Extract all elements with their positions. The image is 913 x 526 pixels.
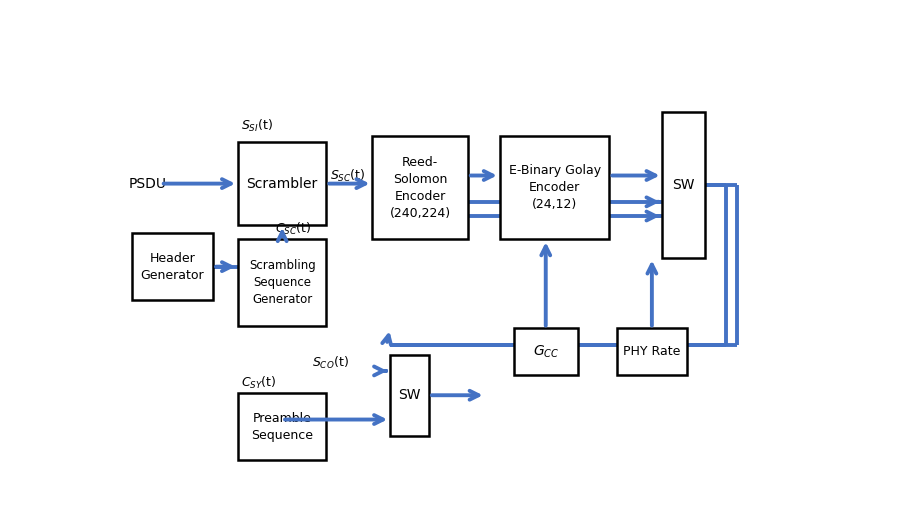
Text: Scrambling
Sequence
Generator: Scrambling Sequence Generator — [249, 259, 316, 306]
Text: $C_{SC}$(t): $C_{SC}$(t) — [275, 221, 311, 237]
FancyBboxPatch shape — [238, 142, 327, 225]
Text: $S_{SI}$(t): $S_{SI}$(t) — [241, 118, 274, 134]
Text: SW: SW — [398, 388, 421, 402]
Text: Reed-
Solomon
Encoder
(240,224): Reed- Solomon Encoder (240,224) — [390, 156, 451, 220]
FancyBboxPatch shape — [373, 136, 467, 239]
Text: $S_{SC}$(t): $S_{SC}$(t) — [330, 167, 365, 184]
Text: $S_{CO}$(t): $S_{CO}$(t) — [312, 355, 349, 371]
Text: $C_{SY}$(t): $C_{SY}$(t) — [241, 375, 277, 391]
Text: $G_{CC}$: $G_{CC}$ — [532, 343, 559, 360]
FancyBboxPatch shape — [390, 355, 429, 436]
Text: SW: SW — [673, 178, 695, 191]
FancyBboxPatch shape — [499, 136, 610, 239]
Text: Header
Generator: Header Generator — [141, 251, 205, 281]
FancyBboxPatch shape — [514, 328, 578, 375]
FancyBboxPatch shape — [238, 393, 327, 460]
FancyBboxPatch shape — [663, 112, 705, 258]
Text: Preamble
Sequence: Preamble Sequence — [251, 412, 313, 442]
Text: PSDU: PSDU — [128, 177, 166, 190]
FancyBboxPatch shape — [238, 239, 327, 326]
Text: PHY Rate: PHY Rate — [624, 345, 680, 358]
FancyBboxPatch shape — [616, 328, 687, 375]
Text: Scrambler: Scrambler — [247, 177, 318, 190]
Text: E-Binary Golay
Encoder
(24,12): E-Binary Golay Encoder (24,12) — [509, 164, 601, 211]
FancyBboxPatch shape — [131, 233, 214, 300]
